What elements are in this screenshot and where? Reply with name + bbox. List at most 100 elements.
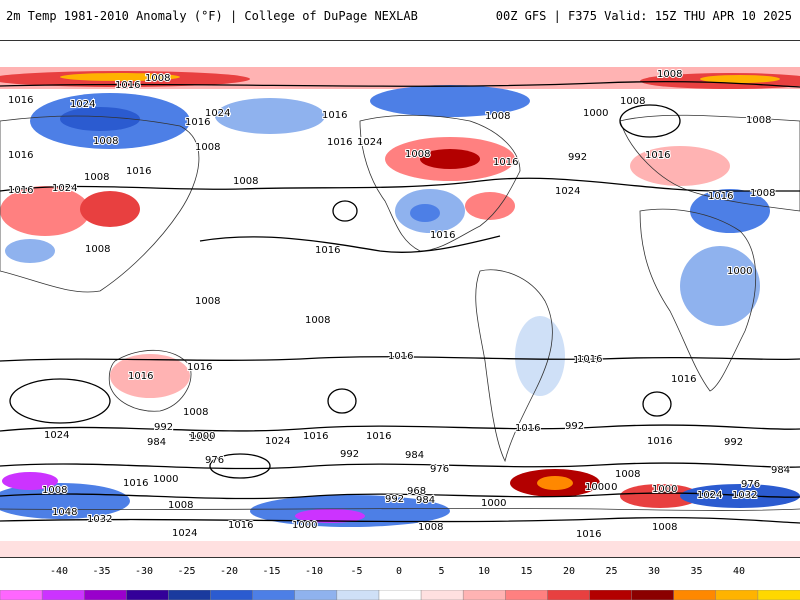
colorbar-swatch	[83, 590, 128, 600]
colorbar-tick-label: -5	[350, 566, 363, 577]
warm-anomaly-china	[80, 191, 140, 227]
colorbar-swatch	[0, 590, 43, 600]
isobar-label: 1032	[87, 514, 112, 525]
cold-anomaly-arctic-canada	[370, 85, 530, 117]
isobar-high-s-indian	[9, 378, 111, 424]
anomaly-map: 1008 1016 1024 1016 1008 1016 1024 1016 …	[0, 67, 800, 557]
isobar-label: 1000	[190, 431, 215, 442]
hot-core-antarctic	[537, 476, 573, 490]
isobar-label: 1008	[93, 136, 118, 147]
colorbar-swatch	[252, 590, 296, 600]
isobar-label: 992	[385, 494, 404, 505]
isobar-label: 1024	[205, 108, 230, 119]
colorbar-swatch	[336, 590, 380, 600]
product-title: 2m Temp 1981-2010 Anomaly (°F) | College…	[6, 9, 418, 23]
isobar-label: 1016	[123, 478, 148, 489]
isobar-s-subtrop	[0, 356, 800, 362]
colorbar-tick-label: -30	[134, 566, 154, 577]
isobar-label: 1048	[52, 507, 77, 518]
colorbar-swatch	[210, 590, 254, 600]
isobar-label: 1016	[430, 230, 455, 241]
isobar-label: 1008	[85, 244, 110, 255]
isobar-label: 1016	[647, 436, 672, 447]
isobar-label: 1024	[555, 186, 580, 197]
isobar-label: 1000	[292, 520, 317, 531]
colorbar-tick-label: 40	[732, 566, 746, 577]
isobar-label: 1008	[746, 115, 771, 126]
isobar-high-s-pacific	[327, 388, 357, 414]
isobars	[0, 81, 800, 524]
isobar-label: 1024	[697, 490, 722, 501]
isobar-arctic	[0, 81, 800, 88]
extreme-cold-antarctic-central	[295, 509, 365, 523]
isobar-label: 1008	[620, 96, 645, 107]
colorbar-tick-label: 15	[520, 566, 533, 577]
antarctic-edge-band	[0, 541, 800, 557]
isobar-label: 1000	[727, 266, 752, 277]
isobar-label: 1008	[233, 176, 258, 187]
warm-anomaly-asia	[0, 186, 90, 236]
isobar-low-s-pacific	[209, 453, 271, 479]
isobar-s-midlat-2	[0, 462, 800, 470]
isobar-label: 1008	[145, 73, 170, 84]
colorbar-swatches	[0, 590, 800, 600]
colorbar-swatch	[378, 590, 422, 600]
isobar-label: 1016	[187, 362, 212, 373]
isobar-label: 992	[565, 421, 584, 432]
colorbar-swatch	[673, 590, 717, 600]
isobar-label: 1000	[583, 108, 608, 119]
isobar-label: 1024	[70, 99, 95, 110]
isobar-high-s-atlantic	[642, 391, 672, 417]
isobar-label: 1024	[44, 430, 69, 441]
cold-anomaly-himalaya	[5, 239, 55, 263]
isobar-label: 1016	[8, 185, 33, 196]
isobar-label: 1016	[388, 351, 413, 362]
isobar-high-pacific	[332, 200, 358, 222]
isobar-low-n-atlantic	[619, 104, 681, 138]
colorbar-swatch	[715, 590, 759, 600]
colorbar-tick-labels: -40 -35 -30 -25 -20 -15 -10 -5 0 5 10 15 20 25 30 35 40	[0, 566, 800, 580]
isobar-s-ocean	[0, 492, 800, 500]
isobar-label: 1008	[418, 522, 443, 533]
map-panel: 1008 1016 1024 1016 1008 1016 1024 1016 …	[0, 40, 800, 558]
isobar-label: 1008	[652, 522, 677, 533]
isobar-label: 1000	[481, 498, 506, 509]
isobar-n-midlat	[0, 177, 800, 192]
warm-anomaly-europe	[630, 146, 730, 186]
colorbar-swatch	[547, 590, 591, 600]
isobar-label: 1024	[357, 137, 382, 148]
cold-core-siberia	[60, 107, 140, 131]
cold-anomaly-beringia	[215, 98, 325, 134]
isobar-label: 1008	[195, 296, 220, 307]
isobar-label: 1016	[8, 150, 33, 161]
isobar-label: 1008	[750, 188, 775, 199]
isobar-label: 1008	[615, 469, 640, 480]
isobar-label: 1016	[573, 355, 598, 366]
south-america-coast	[475, 269, 553, 463]
isobar-label: 1016	[228, 520, 253, 531]
colorbar-swatch	[126, 590, 170, 600]
warm-anomaly-us-east	[465, 192, 515, 220]
colorbar-swatch	[505, 590, 549, 600]
colorbar-tick-label: -40	[49, 566, 69, 577]
isobar-label: 1016	[576, 529, 601, 540]
isobar-label: 984	[416, 495, 435, 506]
colorbar-tick-label: -20	[219, 566, 239, 577]
isobar-label: 1016	[126, 166, 151, 177]
colorbar-tick-label: 10	[477, 566, 491, 577]
isobar-label: 1000	[188, 433, 213, 444]
colorbar-tick-label: -10	[304, 566, 324, 577]
isobar-label: 1016	[128, 371, 153, 382]
colorbar-tick-label: -35	[92, 566, 111, 577]
isobar-label: 1032	[732, 490, 757, 501]
isobar-label: 1016	[315, 245, 340, 256]
isobar-label: 1000	[592, 482, 617, 493]
isobar-label: 1000	[585, 482, 610, 493]
isobar-label: 1016	[366, 431, 391, 442]
isobar-label: 992	[568, 152, 587, 163]
africa-coast	[639, 208, 757, 392]
antarctica-coast	[0, 508, 800, 511]
warm-anomaly-australia	[110, 354, 190, 398]
isobar-label: 1024	[52, 183, 77, 194]
isobar-label: 1016	[115, 80, 140, 91]
